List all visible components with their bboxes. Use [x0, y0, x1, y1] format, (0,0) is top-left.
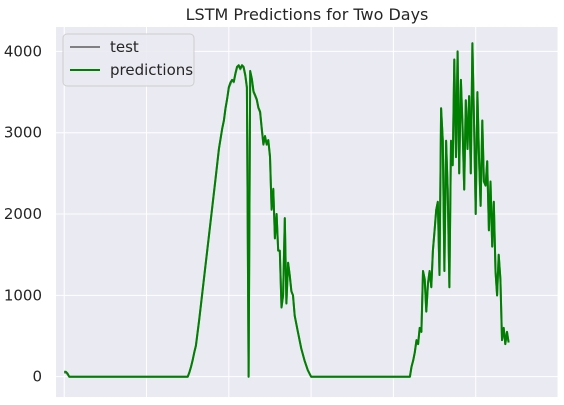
legend-label-predictions: predictions [110, 61, 193, 79]
y-tick-labels: 0 1000 2000 3000 4000 [4, 42, 42, 385]
legend-label-test: test [110, 38, 139, 56]
y-tick-label-4: 4000 [4, 42, 42, 60]
y-tick-label-3: 3000 [4, 124, 42, 142]
y-tick-label-2: 2000 [4, 205, 42, 223]
legend: test predictions [62, 33, 195, 87]
series-line-predictions [64, 42, 510, 378]
chart-title: LSTM Predictions for Two Days [186, 5, 429, 24]
y-tick-label-1: 1000 [4, 286, 42, 304]
y-tick-label-0: 0 [32, 368, 42, 386]
series-lines [64, 42, 510, 378]
